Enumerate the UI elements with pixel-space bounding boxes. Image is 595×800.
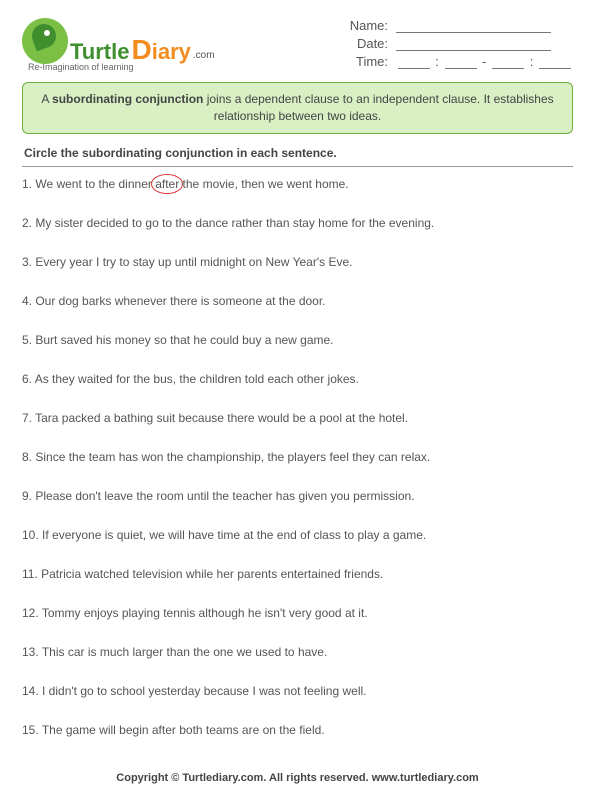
- directions: Circle the subordinating conjunction in …: [22, 142, 573, 167]
- question-number: 6.: [22, 372, 35, 386]
- question-text: Since the team has won the championship,…: [35, 450, 430, 464]
- question-text: Tara packed a bathing suit because there…: [35, 411, 408, 425]
- question-item: 14. I didn't go to school yesterday beca…: [22, 684, 573, 698]
- name-blank[interactable]: [396, 19, 551, 33]
- question-number: 7.: [22, 411, 35, 425]
- question-number: 11.: [22, 567, 41, 581]
- date-blank[interactable]: [396, 37, 551, 51]
- logo-diary-word: Diary: [131, 36, 190, 64]
- question-item: 5. Burt saved his money so that he could…: [22, 333, 573, 347]
- question-number: 12.: [22, 606, 42, 620]
- question-item: 7. Tara packed a bathing suit because th…: [22, 411, 573, 425]
- question-number: 14.: [22, 684, 42, 698]
- question-item: 3. Every year I try to stay up until mid…: [22, 255, 573, 269]
- question-number: 1.: [22, 177, 35, 191]
- question-text-post: the movie, then we went home.: [179, 177, 348, 191]
- question-item: 10. If everyone is quiet, we will have t…: [22, 528, 573, 542]
- question-item: 12. Tommy enjoys playing tennis although…: [22, 606, 573, 620]
- question-text: I didn't go to school yesterday because …: [42, 684, 366, 698]
- student-info: Name: Date: Time: : - :: [344, 18, 573, 72]
- logo-area: Turtle Diary .com Re-Imagination of lear…: [22, 18, 215, 72]
- question-number: 10.: [22, 528, 42, 542]
- question-text: My sister decided to go to the dance rat…: [35, 216, 434, 230]
- logo-turtle-word: Turtle: [70, 41, 129, 63]
- instruction-bold: subordinating conjunction: [52, 92, 203, 106]
- logo-row: Turtle Diary .com: [22, 18, 215, 64]
- turtle-logo-icon: [22, 18, 68, 64]
- question-list: 1. We went to the dinner after the movie…: [22, 177, 573, 737]
- question-number: 13.: [22, 645, 42, 659]
- question-item: 13. This car is much larger than the one…: [22, 645, 573, 659]
- question-text: The game will begin after both teams are…: [42, 723, 325, 737]
- question-number: 9.: [22, 489, 35, 503]
- time-blank-1[interactable]: [398, 55, 430, 69]
- circled-word: after: [155, 177, 179, 191]
- question-number: 3.: [22, 255, 35, 269]
- question-text: Burt saved his money so that he could bu…: [35, 333, 333, 347]
- question-number: 2.: [22, 216, 35, 230]
- time-label: Time:: [344, 54, 388, 69]
- question-text-pre: We went to the dinner: [35, 177, 155, 191]
- question-item: 9. Please don't leave the room until the…: [22, 489, 573, 503]
- footer-copyright: Copyright © Turtlediary.com. All rights …: [0, 772, 595, 784]
- question-item: 11. Patricia watched television while he…: [22, 567, 573, 581]
- time-blank-3[interactable]: [492, 55, 524, 69]
- question-text: Our dog barks whenever there is someone …: [35, 294, 325, 308]
- tagline: Re-Imagination of learning: [28, 62, 215, 72]
- question-number: 4.: [22, 294, 35, 308]
- instruction-post: joins a dependent clause to an independe…: [203, 92, 553, 123]
- header: Turtle Diary .com Re-Imagination of lear…: [22, 18, 573, 72]
- question-text: Patricia watched television while her pa…: [41, 567, 383, 581]
- instruction-pre: A: [41, 92, 52, 106]
- instruction-box: A subordinating conjunction joins a depe…: [22, 82, 573, 134]
- date-line: Date:: [344, 36, 573, 51]
- question-item: 8. Since the team has won the championsh…: [22, 450, 573, 464]
- question-text: This car is much larger than the one we …: [42, 645, 328, 659]
- question-number: 5.: [22, 333, 35, 347]
- question-item: 2. My sister decided to go to the dance …: [22, 216, 573, 230]
- time-blank-2[interactable]: [445, 55, 477, 69]
- logo-domain: .com: [193, 51, 215, 61]
- question-text: As they waited for the bus, the children…: [35, 372, 359, 386]
- date-label: Date:: [344, 36, 388, 51]
- question-item: 1. We went to the dinner after the movie…: [22, 177, 573, 191]
- logo-text: Turtle Diary .com: [70, 36, 215, 64]
- question-text: Please don't leave the room until the te…: [35, 489, 414, 503]
- question-number: 15.: [22, 723, 42, 737]
- question-text: Tommy enjoys playing tennis although he …: [42, 606, 368, 620]
- worksheet-page: Turtle Diary .com Re-Imagination of lear…: [0, 0, 595, 800]
- time-sep-1: :: [435, 54, 439, 69]
- question-item: 6. As they waited for the bus, the child…: [22, 372, 573, 386]
- question-item: 4. Our dog barks whenever there is someo…: [22, 294, 573, 308]
- time-sep-2: :: [530, 54, 534, 69]
- time-line: Time: : - :: [344, 54, 573, 69]
- time-blank-4[interactable]: [539, 55, 571, 69]
- question-text: Every year I try to stay up until midnig…: [35, 255, 352, 269]
- name-label: Name:: [344, 18, 388, 33]
- time-dash: -: [482, 54, 486, 69]
- question-item: 15. The game will begin after both teams…: [22, 723, 573, 737]
- name-line: Name:: [344, 18, 573, 33]
- question-text: If everyone is quiet, we will have time …: [42, 528, 426, 542]
- question-number: 8.: [22, 450, 35, 464]
